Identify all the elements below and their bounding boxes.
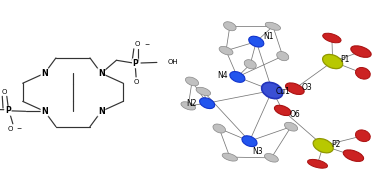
Ellipse shape (200, 98, 215, 109)
Text: Cu1: Cu1 (276, 87, 291, 96)
Text: O: O (133, 79, 139, 85)
Ellipse shape (265, 153, 278, 162)
Ellipse shape (262, 82, 283, 99)
Text: O: O (134, 41, 139, 47)
Ellipse shape (313, 139, 333, 153)
Ellipse shape (219, 46, 233, 55)
Ellipse shape (244, 60, 256, 69)
Ellipse shape (196, 87, 211, 96)
Text: O6: O6 (290, 110, 300, 119)
Ellipse shape (323, 33, 341, 43)
Text: N: N (98, 69, 105, 78)
Ellipse shape (308, 159, 327, 168)
Text: P1: P1 (340, 55, 350, 64)
Text: OH: OH (167, 59, 178, 66)
Text: P: P (5, 106, 11, 115)
Text: N: N (41, 107, 48, 116)
Ellipse shape (213, 124, 226, 133)
Ellipse shape (274, 105, 291, 115)
Ellipse shape (322, 54, 343, 69)
Text: N: N (41, 69, 48, 78)
Ellipse shape (230, 71, 245, 82)
Ellipse shape (223, 22, 236, 31)
Text: N3: N3 (253, 147, 263, 156)
Text: N2: N2 (186, 99, 197, 108)
Text: P2: P2 (331, 140, 340, 149)
Ellipse shape (355, 68, 370, 79)
Text: N: N (98, 107, 105, 116)
Ellipse shape (249, 36, 264, 47)
Text: N1: N1 (263, 32, 274, 41)
Ellipse shape (285, 83, 304, 94)
Text: −: − (16, 125, 22, 130)
Text: N4: N4 (218, 71, 228, 80)
Text: O3: O3 (302, 83, 312, 92)
Ellipse shape (277, 52, 289, 61)
Ellipse shape (265, 22, 280, 30)
Text: P: P (132, 59, 138, 68)
Ellipse shape (222, 153, 237, 161)
Ellipse shape (181, 102, 195, 110)
Ellipse shape (355, 130, 370, 142)
Ellipse shape (351, 46, 371, 57)
Text: O: O (2, 89, 7, 95)
Ellipse shape (242, 136, 257, 147)
Text: O: O (7, 126, 12, 132)
Ellipse shape (186, 77, 198, 86)
Ellipse shape (343, 150, 364, 161)
Text: −: − (144, 41, 149, 46)
Ellipse shape (285, 122, 297, 131)
